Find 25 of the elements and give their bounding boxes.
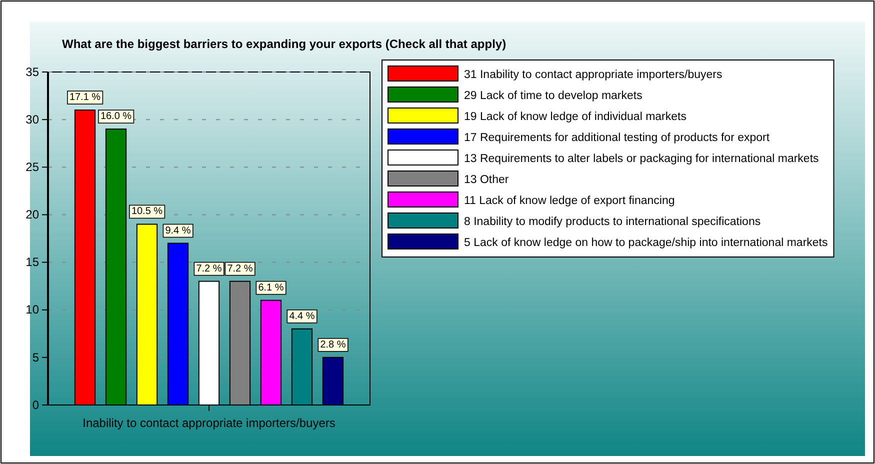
y-tick-label: 5 — [32, 350, 40, 364]
text: 17 Requirements for additional testing of products for export — [464, 132, 770, 144]
annotation: 10.5 % — [131, 206, 163, 218]
text: 13 Other — [464, 174, 509, 186]
text: 5 Lack of know ledge on how to package/ship into international markets — [464, 237, 828, 249]
annotation: 16.0 % — [100, 111, 132, 122]
text: 13 Requirements to alter labels or packaging for international markets — [464, 153, 820, 165]
text: 31 Inability to contact appropriate importers/buyers — [464, 69, 722, 81]
annotation: 7.2 % — [196, 263, 222, 274]
annotation: 7.2 % — [227, 263, 253, 274]
annotation: 6.1 % — [258, 282, 284, 294]
y-tick-label: 0 — [32, 398, 40, 412]
annotation: 9.4 % — [165, 225, 191, 236]
annotation: 2.8 % — [320, 339, 346, 350]
annotation: 17.1 % — [69, 92, 101, 104]
annotation: 4.4 % — [289, 310, 315, 322]
y-tick-label: 30 — [26, 112, 40, 126]
text: 29 Lack of time to develop markets — [464, 90, 643, 102]
chart-title: What are the biggest barriers to expanding your exports (Check all that apply) — [62, 37, 506, 51]
x-tick-label: Inability to contact appropriate importers/buyers — [82, 416, 336, 430]
text: 19 Lack of know ledge of individual markets — [464, 111, 687, 123]
text: 11 Lack of know ledge of export financing — [464, 195, 675, 207]
text: 8 Inability to modify products to international specifications — [464, 216, 761, 228]
y-tick-label: 25 — [26, 160, 40, 174]
y-tick-label: 35 — [26, 64, 40, 79]
